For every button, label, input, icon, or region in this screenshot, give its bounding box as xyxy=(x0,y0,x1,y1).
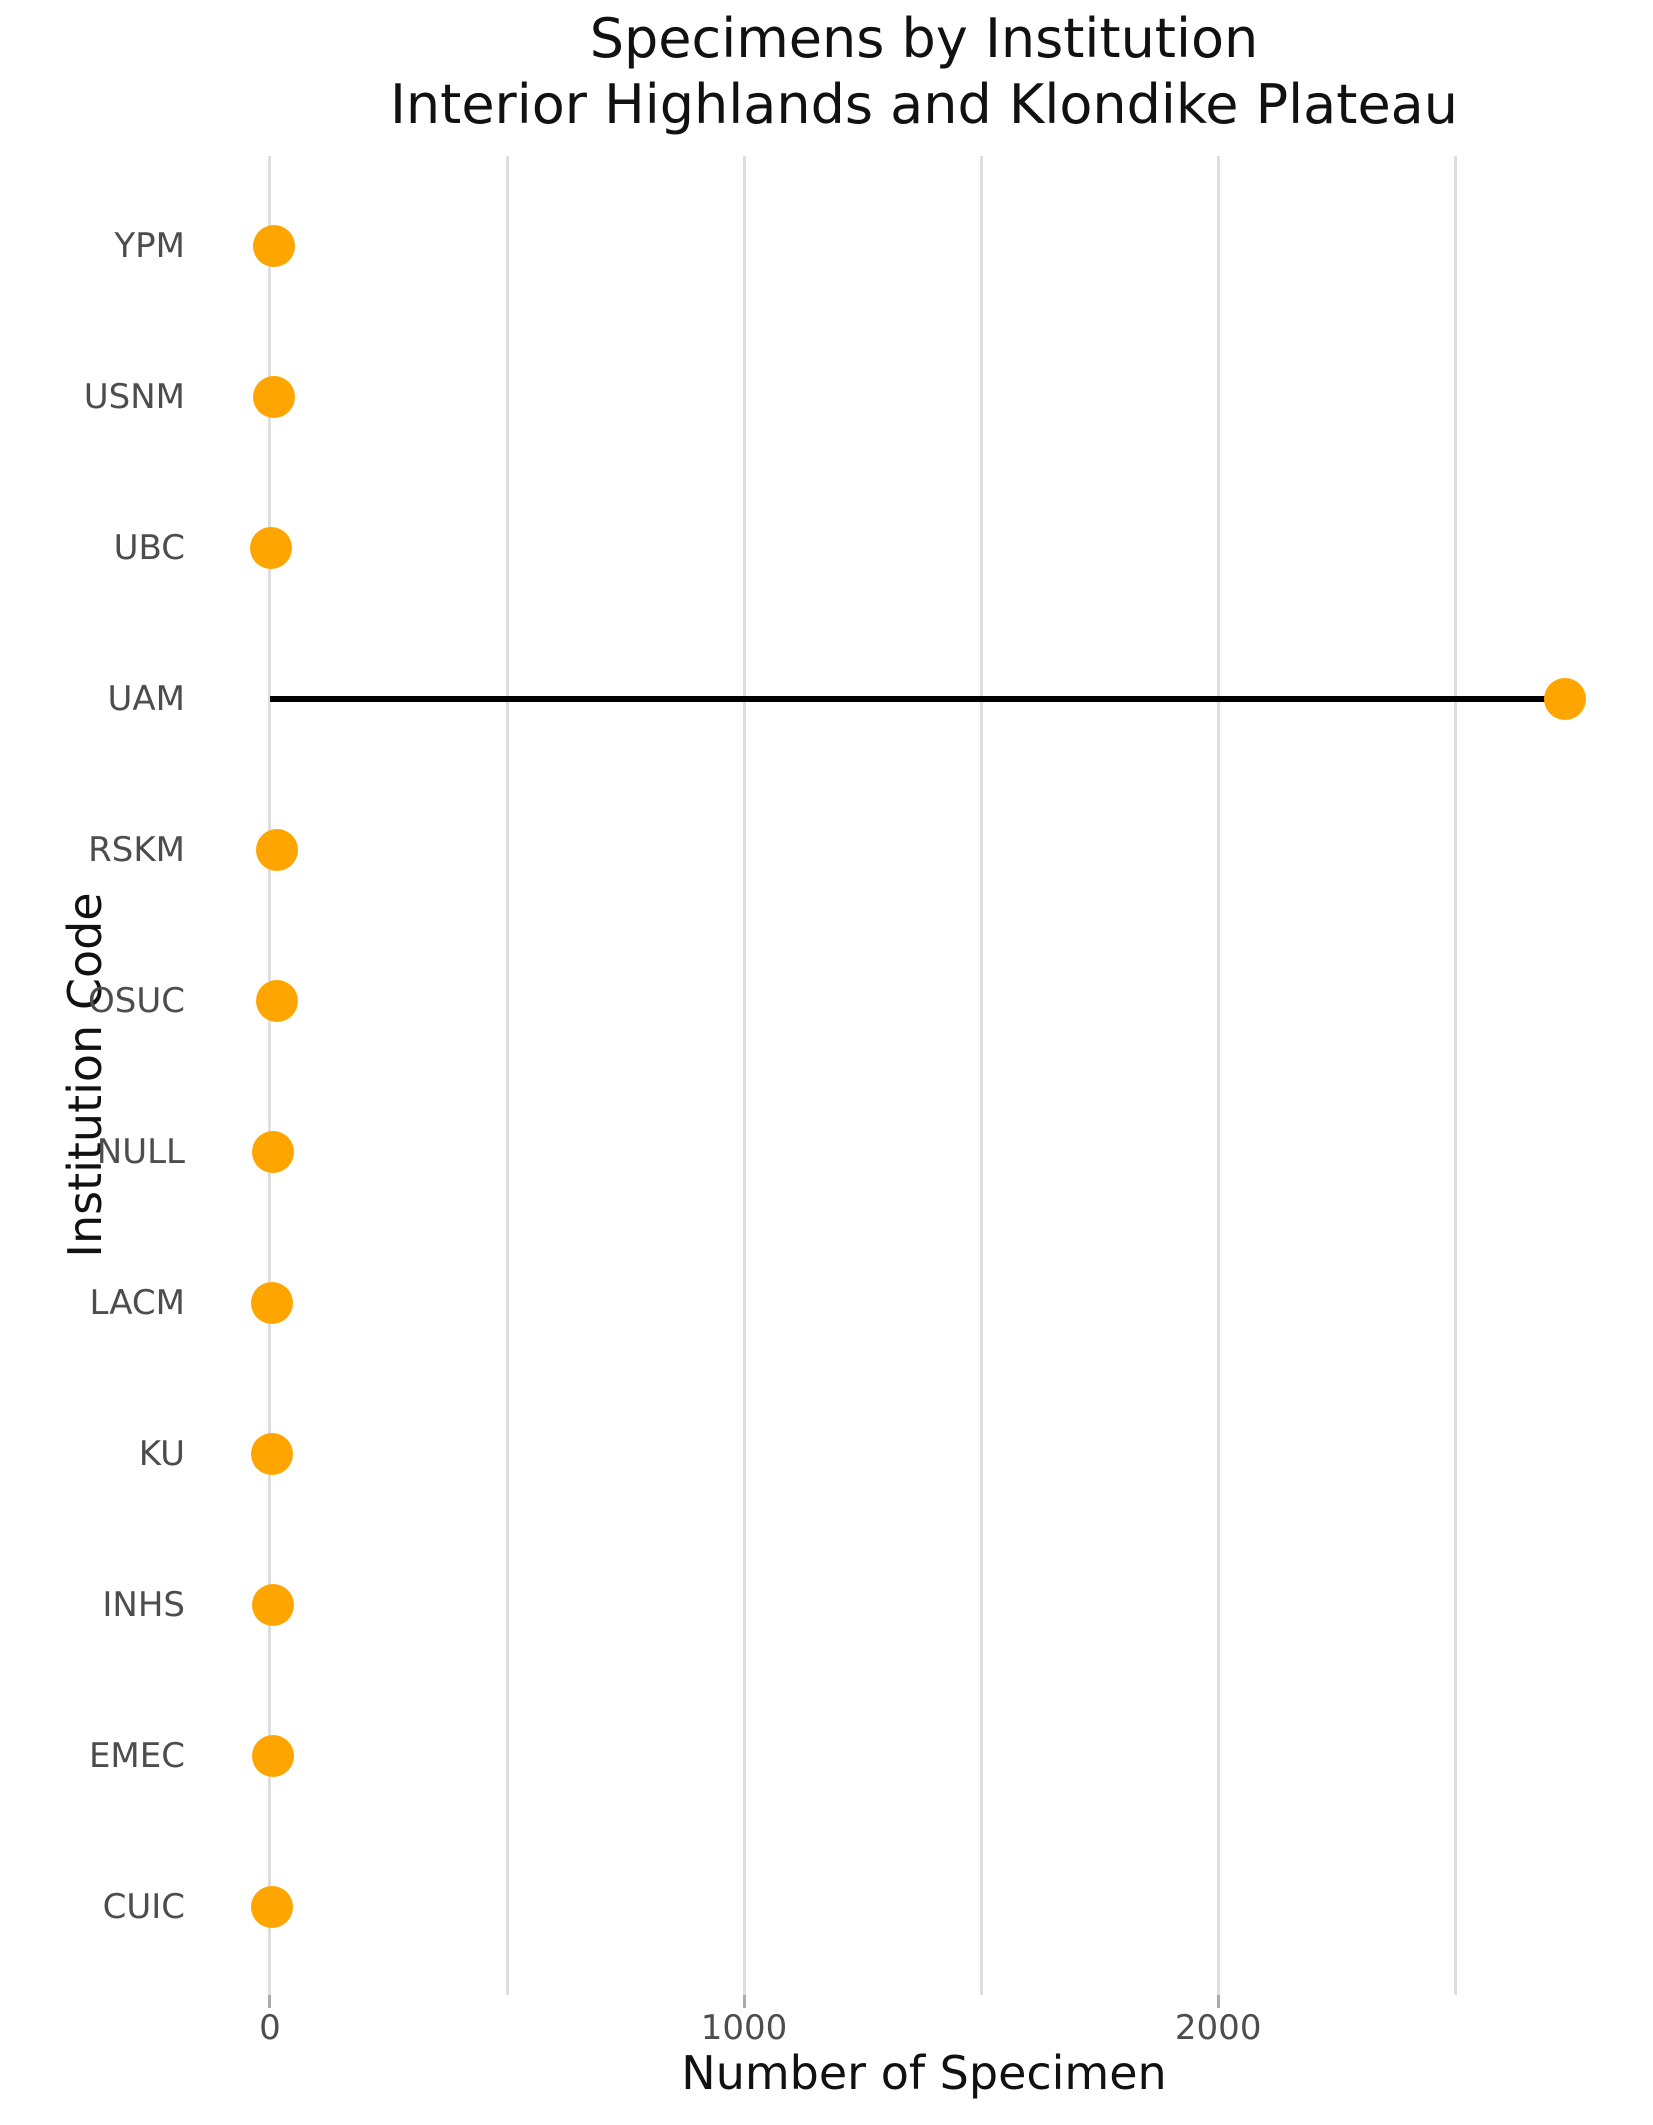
x-gridline xyxy=(742,156,746,1995)
y-tick-label: YPM xyxy=(114,226,185,266)
x-tick-mark xyxy=(1216,1995,1220,2008)
lollipop-stem xyxy=(269,696,1566,702)
x-gridline xyxy=(1453,156,1457,1995)
lollipop-dot xyxy=(251,1282,294,1324)
y-tick-label: OSUC xyxy=(88,981,185,1021)
chart-title: Specimens by Institution Interior Highla… xyxy=(203,6,1645,138)
x-gridline xyxy=(979,156,983,1995)
y-tick-label: RSKM xyxy=(88,830,185,870)
lollipop-dot xyxy=(256,829,299,871)
chart-title-line2: Interior Highlands and Klondike Plateau xyxy=(390,73,1458,136)
lollipop-dot xyxy=(256,980,299,1022)
y-tick-label: EMEC xyxy=(88,1736,185,1776)
x-tick-label: 0 xyxy=(259,2008,281,2048)
lollipop-dot xyxy=(250,1886,293,1928)
x-axis-title: Number of Specimen xyxy=(681,2046,1167,2100)
chart-title-line1: Specimens by Institution xyxy=(589,7,1259,70)
lollipop-dot xyxy=(251,1735,294,1777)
y-tick-label: NULL xyxy=(96,1132,185,1172)
lollipop-dot xyxy=(252,225,295,267)
lollipop-dot xyxy=(252,376,295,418)
x-tick-mark xyxy=(742,1995,746,2008)
x-gridline xyxy=(505,156,509,1995)
y-tick-label: LACM xyxy=(89,1283,185,1323)
y-tick-label: USNM xyxy=(83,377,185,417)
y-tick-label: CUIC xyxy=(102,1887,185,1927)
lollipop-dot xyxy=(250,527,293,569)
y-tick-label: INHS xyxy=(102,1585,185,1625)
lollipop-dot xyxy=(251,1433,294,1475)
y-axis-title: Institution Code xyxy=(58,892,112,1258)
y-tick-label: UBC xyxy=(113,528,185,568)
x-tick-label: 2000 xyxy=(1174,2008,1262,2048)
lollipop-dot xyxy=(1544,678,1587,720)
y-tick-label: UAM xyxy=(107,679,185,719)
lollipop-dot xyxy=(251,1584,294,1626)
x-gridline xyxy=(1216,156,1220,1995)
plot-panel xyxy=(203,156,1645,2008)
x-tick-label: 1000 xyxy=(700,2008,788,2048)
y-tick-label: KU xyxy=(138,1434,185,1474)
lollipop-dot xyxy=(252,1131,295,1173)
x-tick-mark xyxy=(268,1995,272,2008)
x-gridline xyxy=(268,156,272,1995)
